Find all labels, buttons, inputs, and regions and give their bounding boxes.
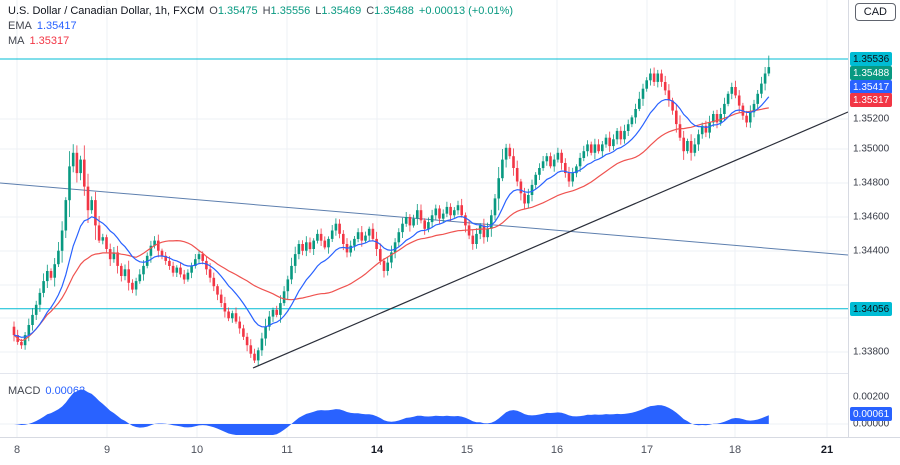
- symbol-ohlc-row: U.S. Dollar / Canadian Dollar, 1h, FXCM O…: [8, 4, 513, 19]
- time-axis-label: 15: [460, 444, 474, 456]
- ohlc-low-value: 1.35469: [321, 5, 362, 17]
- time-axis-label: 10: [190, 444, 204, 456]
- macd-legend-row[interactable]: MACD 0.00062: [8, 385, 85, 397]
- ohlc-close-label: C: [366, 5, 375, 17]
- ohlc-low-label: L: [315, 5, 322, 17]
- last-price-badge: 1.35488: [850, 66, 893, 80]
- price-axis-label: 1.33800: [853, 346, 890, 358]
- ema-indicator-value: 1.35417: [36, 20, 77, 32]
- macd-value-badge: 0.00061: [850, 407, 893, 421]
- ohlc-close-value: 1.35488: [374, 5, 414, 17]
- ma-legend-row[interactable]: MA 1.35317: [8, 34, 513, 49]
- time-axis[interactable]: 8 9 10 11 14 15 16 17 18 21: [0, 437, 900, 465]
- time-axis-label: 9: [103, 444, 111, 456]
- ohlc-high-value: 1.35556: [270, 5, 311, 17]
- ema-indicator-label: EMA: [8, 20, 32, 32]
- currency-cad-button[interactable]: CAD: [854, 3, 896, 21]
- ohlc-high-label: H: [262, 5, 271, 17]
- time-axis-label: 11: [281, 444, 293, 456]
- price-axis-label: 1.35000: [853, 143, 890, 155]
- chart-legend: U.S. Dollar / Canadian Dollar, 1h, FXCM O…: [8, 4, 513, 49]
- macd-indicator-label: MACD: [8, 385, 41, 397]
- price-axis-label: 1.34400: [853, 245, 890, 257]
- time-axis-label: 18: [728, 444, 742, 456]
- macd-indicator-value: 0.00062: [45, 385, 86, 397]
- time-axis-label: 8: [13, 444, 21, 456]
- ma-price-badge: 1.35317: [850, 93, 893, 107]
- ema-legend-row[interactable]: EMA 1.35417: [8, 19, 513, 34]
- time-axis-label: 16: [550, 444, 564, 456]
- ma-indicator-value: 1.35317: [29, 35, 70, 47]
- ohlc-open-value: 1.35475: [217, 5, 258, 17]
- price-axis-label: 1.34600: [853, 211, 890, 223]
- ma-indicator-label: MA: [8, 35, 25, 47]
- macd-axis-label: 0.00000: [853, 418, 890, 430]
- ema-price-badge: 1.35417: [850, 80, 893, 94]
- price-axis-label: 1.35200: [853, 113, 890, 125]
- ohlc-open-label: O: [209, 5, 218, 17]
- macd-axis-label: 0.00200: [853, 391, 890, 403]
- horizontal-level-top-badge: 1.35536: [850, 52, 893, 66]
- symbol-title[interactable]: U.S. Dollar / Canadian Dollar, 1h, FXCM: [8, 5, 205, 17]
- price-change-value: +0.00013 (+0.01%): [418, 5, 514, 17]
- time-axis-label: 21: [820, 444, 834, 456]
- time-axis-label: 17: [640, 444, 654, 456]
- horizontal-level-bottom-badge: 1.34056: [850, 302, 893, 316]
- price-axis-label: 1.34800: [853, 177, 890, 189]
- pane-divider[interactable]: [0, 373, 848, 374]
- time-axis-label: 14: [370, 444, 384, 456]
- price-axis[interactable]: 1.35200 1.35000 1.34800 1.34600 1.34400 1.338…: [848, 0, 900, 437]
